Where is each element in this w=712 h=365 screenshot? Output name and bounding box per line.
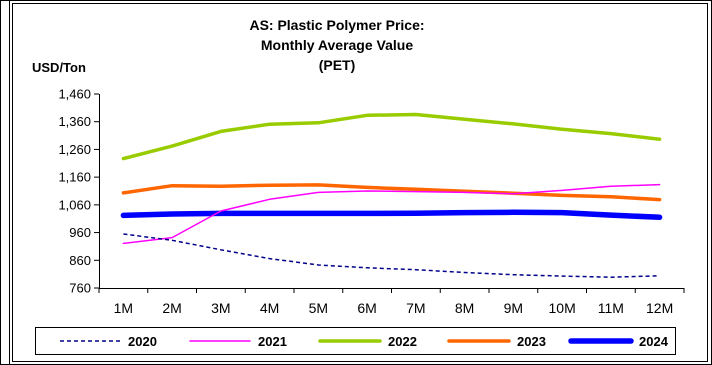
x-tick-label: 6M — [357, 300, 376, 316]
x-tick-label: 11M — [598, 300, 624, 316]
series-line-2023 — [121, 183, 662, 202]
y-tick-label: 1,260 — [58, 142, 91, 157]
series-line-2022 — [121, 112, 662, 161]
chart-frame — [12, 3, 708, 362]
x-axis-ticks: 1M 2M 3M 4M 5M 6M 7M 8M 9M 10M 11M 12M — [98, 288, 685, 316]
chart-title-line-1: AS: Plastic Polymer Price: — [249, 17, 424, 33]
y-axis-unit-label: USD/Ton — [32, 60, 86, 75]
y-tick-label: 960 — [69, 225, 91, 240]
series-line-2021 — [122, 183, 661, 245]
x-tick-label: 8M — [455, 300, 474, 316]
y-tick-label: 760 — [69, 281, 91, 296]
x-tick-label: 9M — [504, 300, 523, 316]
x-tick-label: 4M — [260, 300, 279, 316]
series-line-2024 — [120, 209, 663, 221]
legend-label-2023: 2023 — [517, 334, 546, 349]
chart-title-line-2: Monthly Average Value — [261, 37, 413, 53]
x-tick-label: 7M — [406, 300, 425, 316]
y-tick-label: 1,060 — [58, 197, 91, 212]
x-tick-label: 3M — [211, 300, 230, 316]
x-tick-label: 5M — [309, 300, 328, 316]
y-axis-ticks: 1,460 1,360 1,260 1,160 1,060 960 860 760 — [58, 87, 99, 296]
series-line-2020 — [123, 233, 660, 278]
x-tick-label: 2M — [162, 300, 181, 316]
legend-label-2021: 2021 — [258, 334, 287, 349]
x-tick-label: 10M — [549, 300, 576, 316]
chart-title-line-3: (PET) — [319, 57, 356, 73]
legend-label-2022: 2022 — [388, 334, 417, 349]
legend-label-2020: 2020 — [128, 334, 157, 349]
y-tick-label: 1,360 — [58, 114, 91, 129]
legend-label-2024: 2024 — [639, 334, 669, 349]
legend: 2020 2021 2022 2023 2024 — [60, 334, 669, 349]
y-tick-label: 1,460 — [58, 87, 91, 102]
y-tick-label: 860 — [69, 253, 91, 268]
x-tick-label: 12M — [646, 300, 673, 316]
y-tick-label: 1,160 — [58, 170, 91, 185]
series-layer — [120, 112, 663, 278]
x-tick-label: 1M — [114, 300, 133, 316]
